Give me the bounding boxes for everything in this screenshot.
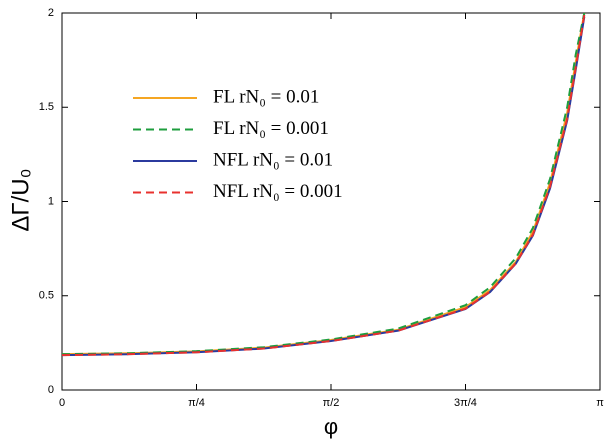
legend-label: FL rN₀ = 0.01 <box>213 86 319 107</box>
x-tick-label: 0 <box>59 397 65 409</box>
x-tick-label: π/4 <box>188 397 205 409</box>
legend-label: FL rN₀ = 0.001 <box>213 118 329 139</box>
x-tick-label: 3π/4 <box>454 397 477 409</box>
y-tick-label: 1 <box>48 195 54 207</box>
y-axis-label: ΔΓ/U₀ <box>7 168 34 231</box>
y-tick-label: 1.5 <box>39 101 54 113</box>
y-tick-label: 0.5 <box>39 290 54 302</box>
x-tick-label: π/2 <box>323 397 340 409</box>
series-line <box>62 14 586 357</box>
legend-label: NFL rN₀ = 0.01 <box>213 149 333 170</box>
series-line <box>62 13 586 356</box>
x-tick-label: π <box>596 397 604 409</box>
x-axis-label: φ <box>324 414 338 439</box>
legend-label: NFL rN₀ = 0.001 <box>213 181 343 202</box>
y-tick-label: 2 <box>48 7 54 19</box>
y-tick-label: 0 <box>48 384 54 396</box>
